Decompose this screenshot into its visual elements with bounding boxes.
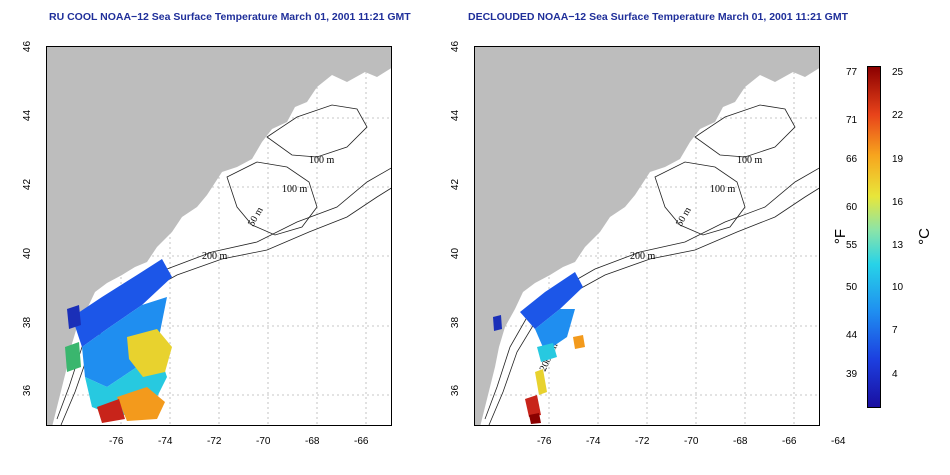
colorbar-unit-fahrenheit: °F xyxy=(832,228,850,245)
contour-label-200m: 200 m xyxy=(630,251,656,262)
colorbar-c-25: 25 xyxy=(892,67,904,78)
lat-tick-38-left: 38 xyxy=(22,316,34,329)
shelf-contour-2 xyxy=(488,187,819,425)
colorbar-f-66: 66 xyxy=(846,154,858,165)
colorbar-c-10: 10 xyxy=(892,282,904,293)
lat-tick-42-right: 42 xyxy=(450,178,462,191)
colorbar-f-60: 60 xyxy=(846,202,858,213)
right-map-title: DECLOUDED NOAA−12 Sea Surface Temperatur… xyxy=(468,11,848,23)
sst-data-right xyxy=(493,272,585,424)
colorbar-f-39: 39 xyxy=(846,369,858,380)
lon-tick-76-right: -76 xyxy=(537,436,552,447)
basin-contour xyxy=(226,161,318,236)
lon-tick-72-left: -72 xyxy=(207,436,222,447)
right-map-panel: 100 m 100 m 50 m 200 m 2000 m xyxy=(474,46,820,426)
colorbar-f-55: 55 xyxy=(846,240,858,251)
lat-tick-44-left: 44 xyxy=(22,109,34,122)
lon-tick-70-left: -70 xyxy=(256,436,271,447)
lon-tick-68-left: -68 xyxy=(305,436,320,447)
contour-label-100m-b: 100 m xyxy=(282,184,308,195)
colorbar-f-71: 71 xyxy=(846,115,858,126)
basin-contour xyxy=(654,161,746,236)
lon-tick-70-right: -70 xyxy=(684,436,699,447)
sst-colorbar xyxy=(867,66,881,408)
left-map-panel: 100 m 100 m 50 m 200 m 2000 m xyxy=(46,46,392,426)
colorbar-c-7: 7 xyxy=(892,325,898,336)
lon-tick-76-left: -76 xyxy=(109,436,124,447)
lat-tick-40-right: 40 xyxy=(450,247,462,260)
lon-tick-74-left: -74 xyxy=(158,436,173,447)
lat-tick-42-left: 42 xyxy=(22,178,34,191)
lon-tick-68-right: -68 xyxy=(733,436,748,447)
contour-label-100m-a: 100 m xyxy=(737,155,763,166)
lat-tick-46-right: 46 xyxy=(450,40,462,53)
colorbar-f-50: 50 xyxy=(846,282,858,293)
lon-tick-66-left: -66 xyxy=(354,436,369,447)
colorbar-c-16: 16 xyxy=(892,197,904,208)
left-map-canvas: 100 m 100 m 50 m 200 m 2000 m xyxy=(47,47,391,425)
lon-tick-74-right: -74 xyxy=(586,436,601,447)
lon-tick-64-right: -64 xyxy=(831,436,846,447)
right-map-canvas: 100 m 100 m 50 m 200 m 2000 m xyxy=(475,47,819,425)
left-map-title: RU COOL NOAA−12 Sea Surface Temperature … xyxy=(49,11,411,23)
basin-contour-2 xyxy=(266,104,368,158)
contour-label-200m: 200 m xyxy=(202,251,228,262)
shelf-contour xyxy=(484,167,819,420)
land-mass xyxy=(47,47,391,425)
lon-tick-66-right: -66 xyxy=(782,436,797,447)
lat-tick-46-left: 46 xyxy=(22,40,34,53)
colorbar-f-44: 44 xyxy=(846,330,858,341)
contour-label-100m-a: 100 m xyxy=(309,155,335,166)
colorbar-unit-celsius: °C xyxy=(915,228,933,245)
contour-label-100m-b: 100 m xyxy=(710,184,736,195)
colorbar-c-19: 19 xyxy=(892,154,904,165)
colorbar-c-22: 22 xyxy=(892,110,904,121)
colorbar-f-77: 77 xyxy=(846,67,858,78)
land-mass xyxy=(475,47,819,425)
lon-tick-72-right: -72 xyxy=(635,436,650,447)
lat-tick-38-right: 38 xyxy=(450,316,462,329)
lat-tick-36-right: 36 xyxy=(450,384,462,397)
grid-lines xyxy=(475,47,819,425)
colorbar-c-13: 13 xyxy=(892,240,904,251)
sst-data-left xyxy=(65,259,172,423)
colorbar-c-4: 4 xyxy=(892,369,898,380)
lat-tick-36-left: 36 xyxy=(22,384,34,397)
basin-contour-2 xyxy=(694,104,796,158)
contour-label-50m: 50 m xyxy=(246,205,266,228)
contour-label-50m: 50 m xyxy=(674,205,694,228)
lat-tick-40-left: 40 xyxy=(22,247,34,260)
lat-tick-44-right: 44 xyxy=(450,109,462,122)
